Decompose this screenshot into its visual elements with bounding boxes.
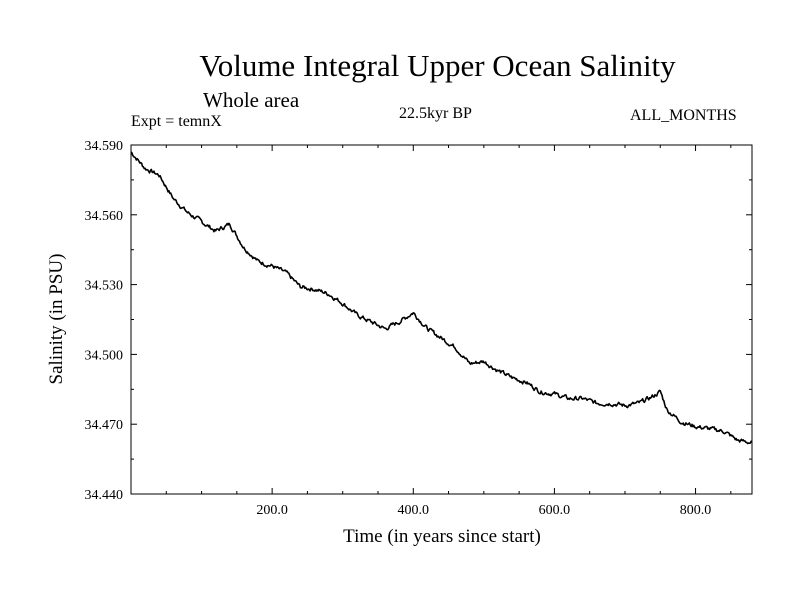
x-tick-label: 600.0 xyxy=(539,503,571,518)
x-tick-label: 800.0 xyxy=(680,503,712,518)
y-tick-label: 34.500 xyxy=(85,348,124,363)
y-tick-label: 34.530 xyxy=(85,279,124,294)
chart-subtitle: Whole area xyxy=(203,88,300,112)
x-tick-label: 400.0 xyxy=(398,503,430,518)
y-tick-label: 34.590 xyxy=(85,139,124,154)
x-axis-label: Time (in years since start) xyxy=(343,526,541,547)
salinity-series-line xyxy=(130,151,753,445)
y-axis-label: Salinity (in PSU) xyxy=(46,254,67,385)
months-label: ALL_MONTHS xyxy=(630,107,737,124)
axis-tick-labels: 34.440 34.470 34.500 34.530 34.560 34.590 200.… xyxy=(85,139,712,518)
y-tick-label: 34.560 xyxy=(85,209,124,224)
period-label: 22.5kyr BP xyxy=(399,105,472,122)
chart-title: Volume Integral Upper Ocean Salinity xyxy=(199,48,676,83)
x-tick-label: 200.0 xyxy=(256,503,288,518)
axis-ticks xyxy=(131,144,752,495)
y-tick-label: 34.470 xyxy=(85,418,124,433)
experiment-label: Expt = temnX xyxy=(131,113,222,130)
plot-frame xyxy=(130,144,753,495)
y-tick-label: 34.440 xyxy=(85,488,124,503)
